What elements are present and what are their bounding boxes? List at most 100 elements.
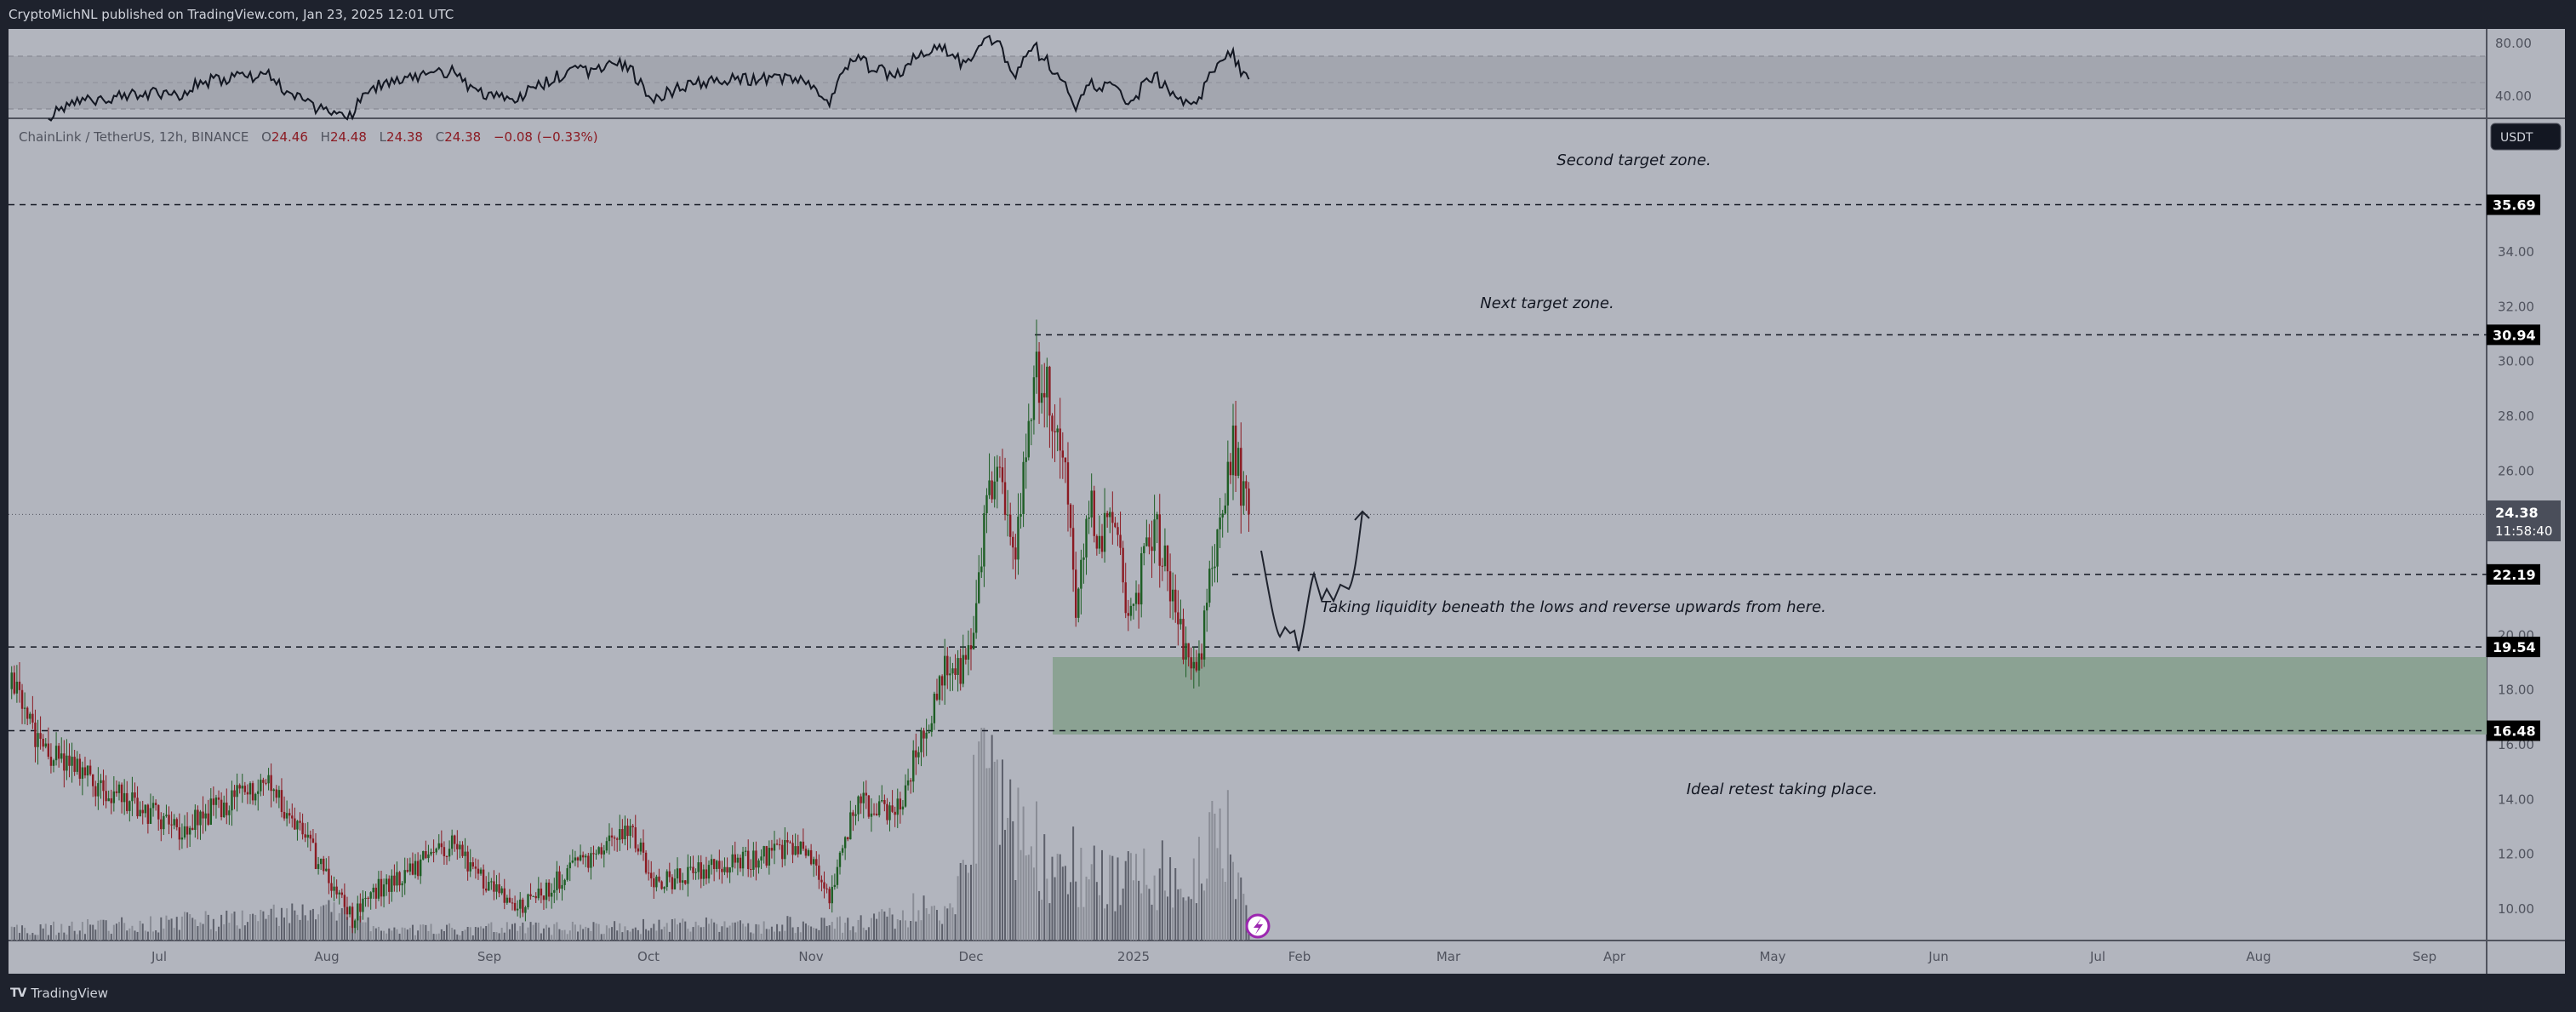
candle <box>697 855 700 880</box>
volume-bar <box>100 919 102 941</box>
volume-bar <box>1106 904 1109 941</box>
candle-body <box>180 837 184 840</box>
volume-bar <box>524 933 527 941</box>
candle <box>608 823 611 855</box>
volume-bar <box>847 918 849 941</box>
candle-body <box>838 852 842 867</box>
volume-bar <box>736 921 739 941</box>
volume-bar <box>540 933 542 941</box>
candle-body <box>1075 569 1077 618</box>
candle-body <box>285 813 288 819</box>
candle-body <box>1085 518 1088 557</box>
candle <box>915 733 917 775</box>
annotation-liquidity[interactable]: Taking liquidity beneath the lows and re… <box>1321 598 1826 616</box>
candle-body <box>935 694 939 700</box>
candle-body <box>1182 619 1185 660</box>
volume-bar <box>959 862 962 941</box>
footer-brand[interactable]: TV TradingView <box>10 986 108 1001</box>
candle <box>813 856 815 878</box>
volume-bar <box>870 918 872 941</box>
candle <box>471 857 474 870</box>
candle-body <box>191 827 194 830</box>
candle <box>650 860 653 887</box>
volume-bar <box>949 903 951 941</box>
lightning-icon[interactable] <box>1245 913 1271 939</box>
volume-bar <box>471 935 474 941</box>
candle <box>71 742 73 783</box>
candle-body <box>744 850 747 852</box>
volume-bar <box>1080 848 1082 941</box>
volume-bar <box>671 918 673 941</box>
candle <box>136 786 139 819</box>
candle-body <box>901 806 905 809</box>
volume-bar <box>299 919 301 941</box>
candle <box>930 715 933 737</box>
candle <box>488 872 490 891</box>
projection-arrow-icon <box>1354 510 1370 521</box>
volume-bar <box>152 931 155 941</box>
annotation-second-target[interactable]: Second target zone. <box>1556 152 1711 169</box>
volume-bar <box>60 923 63 941</box>
candle-body <box>459 844 461 849</box>
candle <box>621 819 624 843</box>
time-tick: Feb <box>1288 949 1311 964</box>
currency-button[interactable]: USDT <box>2490 123 2562 151</box>
level-badge: 19.54 <box>2487 637 2540 658</box>
candle <box>1245 475 1248 512</box>
volume-bar <box>155 930 157 941</box>
annotation-retest[interactable]: Ideal retest taking place. <box>1687 780 1878 798</box>
candle-body <box>416 860 420 877</box>
candle-body <box>592 853 595 855</box>
candle-body <box>794 846 797 855</box>
candle-body <box>527 894 529 907</box>
candle <box>747 839 750 878</box>
candle-body <box>529 894 532 897</box>
candle <box>52 758 55 773</box>
volume-bar <box>291 903 294 941</box>
candle-body <box>408 863 412 872</box>
demand-zone[interactable] <box>1053 657 2487 735</box>
projection-path[interactable] <box>1260 511 1363 652</box>
candle-body <box>474 866 477 869</box>
volume-bar <box>648 930 650 941</box>
candle-body <box>705 869 708 879</box>
candle <box>380 870 383 906</box>
volume-bar <box>804 923 807 941</box>
candle <box>818 854 820 889</box>
candle-body <box>178 826 181 840</box>
candle-body <box>818 865 820 880</box>
candle-body <box>294 818 296 830</box>
annotation-next-target[interactable]: Next target zone. <box>1480 294 1614 312</box>
chart-background <box>9 29 2565 974</box>
candle-body <box>1014 547 1017 560</box>
volume-bar <box>286 908 288 941</box>
candle <box>545 879 548 909</box>
volume-bar <box>357 920 359 941</box>
candle-body <box>26 707 29 719</box>
symbol-label[interactable]: ChainLink / TetherUS, 12h, BINANCE <box>19 129 248 145</box>
candle-body <box>1158 514 1161 566</box>
candle-body <box>260 780 262 792</box>
candle <box>100 774 102 799</box>
candle <box>891 790 894 814</box>
volume-bar <box>687 929 689 941</box>
volume-bar <box>894 929 896 941</box>
time-tick: Sep <box>2413 949 2436 964</box>
volume-bar <box>262 911 265 941</box>
volume-bar <box>252 913 254 941</box>
candle-body <box>76 758 78 772</box>
volume-bar <box>136 931 139 941</box>
volume-bar <box>545 924 548 941</box>
candle-body <box>1022 461 1025 515</box>
candle-body <box>105 791 107 802</box>
candle-body <box>66 755 68 771</box>
candle <box>81 761 84 796</box>
volume-bar <box>537 923 540 941</box>
candle-body <box>741 851 745 869</box>
volume-bar <box>1122 888 1124 941</box>
candle <box>283 796 286 821</box>
candle <box>561 874 563 901</box>
volume-bar <box>933 906 935 941</box>
candle <box>1216 529 1219 583</box>
